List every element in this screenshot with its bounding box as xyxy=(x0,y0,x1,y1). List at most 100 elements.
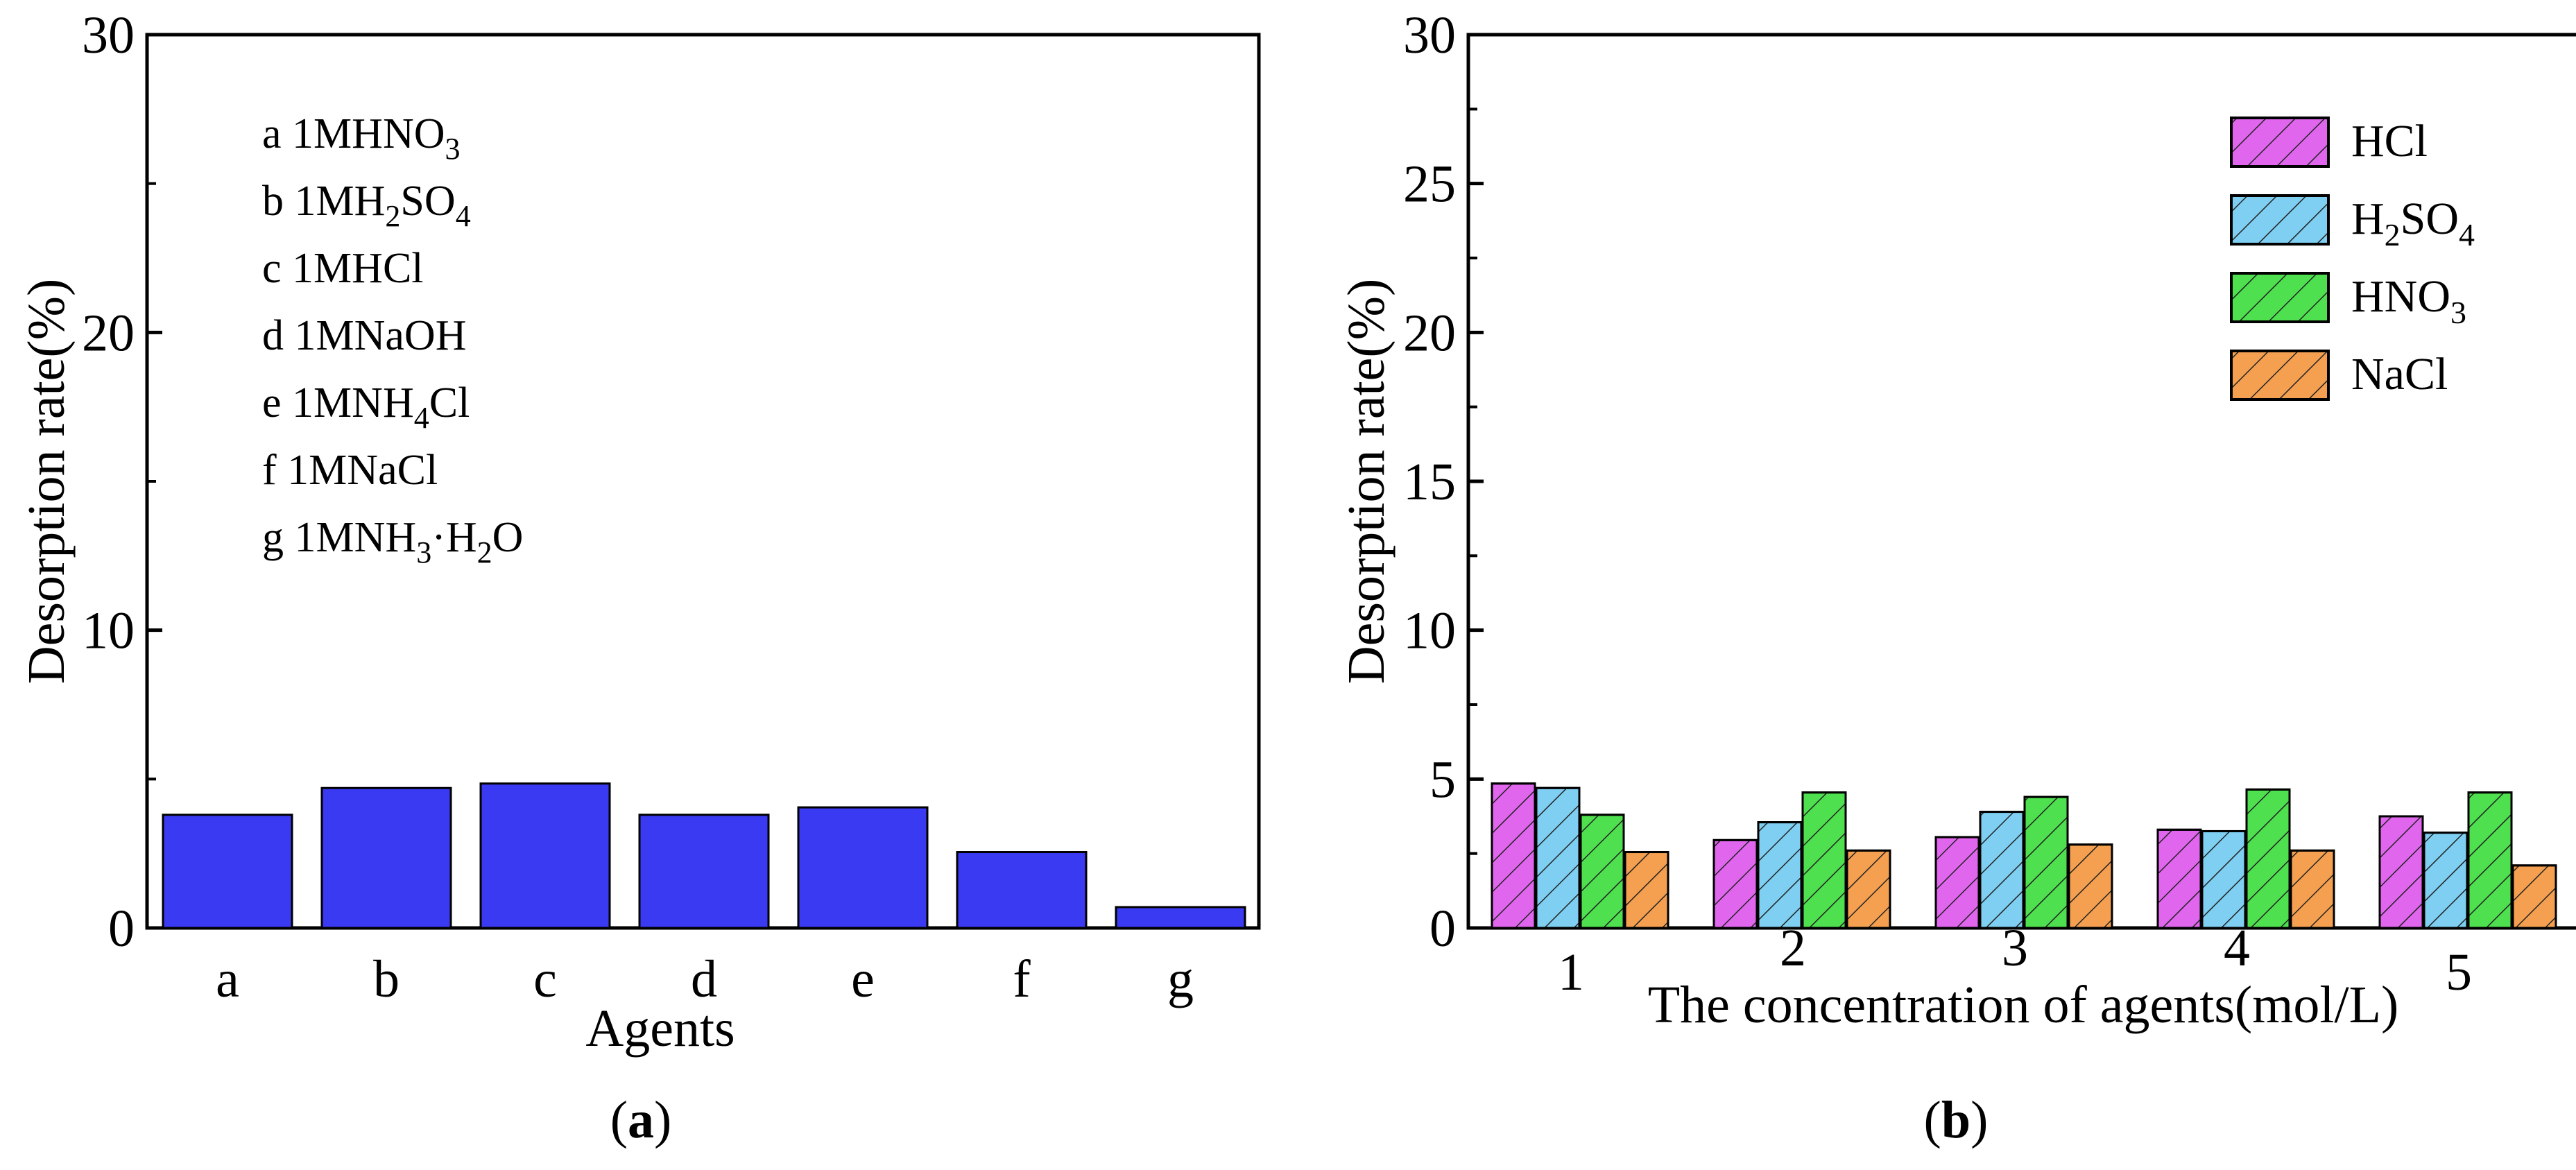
panel-b-y-ticks: 0 5 10 15 20 25 30 xyxy=(1403,6,1484,958)
bar-hatch-hno3-3 xyxy=(2023,795,2069,929)
legend-formula-part: HCl xyxy=(352,245,423,292)
legend-concentration: 1M xyxy=(292,110,352,157)
y-tick-label: 10 xyxy=(1403,602,1456,660)
y-tick-label: 20 xyxy=(82,304,135,362)
panel-a-bars xyxy=(162,782,1246,929)
bar-hatch-hcl-4 xyxy=(2156,828,2202,929)
x-tick-label-g: g xyxy=(1167,950,1194,1008)
x-tick-label-a: a xyxy=(216,950,239,1008)
legend-entry-a: a 1MHNO3 xyxy=(262,110,461,166)
bar-hatch-hcl-2 xyxy=(1712,838,1758,929)
legend-formula-part: NH xyxy=(354,514,417,561)
bar-c xyxy=(479,782,611,929)
x-tick-label-d: d xyxy=(691,950,717,1008)
legend-subscript: 4 xyxy=(2459,217,2475,252)
legend-formula-part: NH xyxy=(352,379,414,427)
x-tick-label-c: c xyxy=(533,950,557,1008)
legend-concentration: 1M xyxy=(287,447,347,494)
bar-hatch-h2so4-3 xyxy=(1979,811,2025,929)
bar-e xyxy=(797,806,929,929)
legend-subscript: 3 xyxy=(416,535,431,569)
bar-hatch-nacl-5 xyxy=(2511,864,2557,929)
legend-formula-part: NaCl xyxy=(2351,349,2448,399)
caption-close-paren: ) xyxy=(654,1091,671,1149)
legend-formula-part: HCl xyxy=(2351,116,2428,166)
legend-swatch-hatch-hno3 xyxy=(2230,272,2330,323)
legend-space xyxy=(277,447,288,494)
legend-formula-part: Cl xyxy=(429,379,470,427)
caption-letter: a xyxy=(628,1091,654,1149)
bar-hatch-nacl-4 xyxy=(2290,849,2335,929)
legend-formula-part: HNO xyxy=(352,110,445,157)
x-tick-label-b: b xyxy=(373,950,400,1008)
legend-subscript: 2 xyxy=(2385,217,2401,252)
legend-space xyxy=(282,379,293,427)
y-tick-label: 5 xyxy=(1429,750,1456,809)
panel-b-caption: (b) xyxy=(1924,1091,1989,1149)
panel-a-y-ticks: 0 10 20 30 xyxy=(82,6,162,958)
legend-concentration: 1M xyxy=(292,245,352,292)
caption-close-paren: ) xyxy=(1970,1091,1988,1149)
legend-subscript: 4 xyxy=(456,199,471,233)
legend-formula-part: NaOH xyxy=(354,312,467,359)
legend-space xyxy=(284,514,295,561)
panel-b-x-ticks: 1 2 3 4 5 xyxy=(1558,919,2472,1001)
legend-formula-part: NaCl xyxy=(347,447,438,494)
bar-hatch-hcl-5 xyxy=(2378,815,2424,929)
legend-concentration: 1M xyxy=(295,178,354,225)
legend-space xyxy=(284,312,295,359)
legend-swatch-hatch-nacl xyxy=(2230,350,2330,401)
bar-a xyxy=(162,814,293,929)
legend-concentration: 1M xyxy=(295,312,354,359)
y-tick-label: 10 xyxy=(82,602,135,660)
legend-entry-g: g 1MNH3·H2O xyxy=(262,514,523,569)
legend-space xyxy=(284,178,295,225)
legend-entry-c: c 1MHCl xyxy=(262,245,424,292)
legend-letter: e xyxy=(262,379,282,427)
y-tick-label: 30 xyxy=(1403,6,1456,64)
panel-a-xlabel: Agents xyxy=(585,999,735,1058)
legend-concentration: 1M xyxy=(295,514,354,561)
bar-b xyxy=(320,786,452,929)
legend-letter: d xyxy=(262,312,284,359)
panel-b-bars xyxy=(1491,782,2557,929)
legend-label-hno3: HNO3 xyxy=(2351,271,2466,330)
legend-subscript: 3 xyxy=(2450,295,2466,330)
y-tick-label: 15 xyxy=(1403,453,1456,511)
x-tick-label-e: e xyxy=(851,950,875,1008)
panel-a-x-ticks: a b c d e f g xyxy=(216,950,1194,1008)
panel-b-xlabel: The concentration of agents(mol/L) xyxy=(1648,976,2399,1034)
caption-open-paren: ( xyxy=(610,1091,628,1149)
legend-subscript: 4 xyxy=(414,401,429,435)
bar-g xyxy=(1115,906,1246,929)
bar-hatch-hcl-1 xyxy=(1491,782,1536,929)
bar-hatch-hno3-4 xyxy=(2245,788,2291,929)
legend-subscript: 2 xyxy=(385,199,400,233)
y-tick-label: 0 xyxy=(108,900,135,958)
bar-hatch-h2so4-4 xyxy=(2201,829,2247,929)
bar-hatch-nacl-3 xyxy=(2068,843,2113,929)
legend-letter: b xyxy=(262,178,284,225)
legend-entry-e: e 1MNH4Cl xyxy=(262,379,470,435)
legend-swatch-hatch-hcl xyxy=(2230,117,2330,168)
caption-open-paren: ( xyxy=(1924,1091,1941,1149)
legend-formula-part: ·H xyxy=(431,514,476,561)
panel-b-frame xyxy=(1466,33,2576,930)
legend-concentration: 1M xyxy=(292,379,352,427)
bar-f xyxy=(956,851,1088,929)
legend-formula-part: SO xyxy=(2401,193,2459,244)
legend-space xyxy=(282,110,293,157)
legend-formula-part: HNO xyxy=(2351,271,2450,322)
x-tick-label-1: 1 xyxy=(1558,943,1584,1001)
y-tick-label: 25 xyxy=(1403,155,1456,214)
legend-subscript: 3 xyxy=(445,132,461,166)
legend-letter: f xyxy=(262,447,277,494)
x-tick-label-3: 3 xyxy=(2002,919,2028,977)
legend-letter: a xyxy=(262,110,282,157)
caption-letter: b xyxy=(1941,1091,1970,1149)
x-tick-label-4: 4 xyxy=(2224,919,2250,977)
